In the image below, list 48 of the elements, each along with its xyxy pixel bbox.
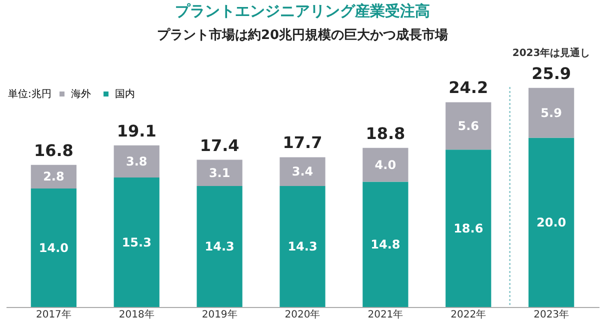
bar bbox=[30, 164, 76, 189]
x-tick-label: 2017年 bbox=[36, 308, 72, 320]
total-label: 17.4 bbox=[200, 136, 240, 155]
data-label: 4.0 bbox=[374, 158, 396, 172]
total-label: 19.1 bbox=[116, 121, 156, 140]
chart-title: プラントエンジニアリング産業受注高 bbox=[175, 2, 430, 20]
data-label: 14.3 bbox=[288, 240, 318, 254]
bar bbox=[446, 102, 492, 150]
x-tick-label: 2022年 bbox=[450, 308, 486, 320]
chart-subtitle: プラント市場は約20兆円規模の巨大かつ成長市場 bbox=[156, 27, 448, 43]
bar bbox=[362, 148, 408, 182]
data-label: 14.8 bbox=[370, 237, 400, 252]
bar bbox=[446, 150, 492, 307]
bar bbox=[196, 160, 242, 186]
bar bbox=[280, 157, 326, 186]
total-label: 25.9 bbox=[532, 64, 572, 83]
x-tick-label: 2020年 bbox=[284, 308, 320, 320]
data-label: 14.3 bbox=[204, 240, 234, 254]
legend-label: 海外 bbox=[71, 88, 91, 100]
bar bbox=[114, 178, 160, 307]
data-label: 5.9 bbox=[540, 106, 562, 120]
total-label: 18.8 bbox=[366, 124, 406, 143]
total-label: 16.8 bbox=[34, 140, 74, 160]
data-label: 20.0 bbox=[536, 215, 566, 230]
data-label: 3.1 bbox=[208, 166, 230, 180]
bar bbox=[528, 138, 574, 307]
legend-title: 単位:兆円 bbox=[8, 88, 52, 100]
x-tick-label: 2021年 bbox=[368, 308, 404, 320]
data-label: 14.0 bbox=[38, 240, 68, 255]
bar bbox=[280, 186, 326, 307]
bar bbox=[528, 88, 574, 138]
total-label: 24.2 bbox=[448, 78, 488, 98]
data-label: 18.6 bbox=[454, 221, 484, 236]
x-tick-label: 2023年 bbox=[534, 308, 570, 320]
data-label: 2.8 bbox=[43, 170, 64, 184]
bar bbox=[114, 145, 160, 178]
data-label: 3.8 bbox=[126, 154, 148, 168]
total-label: 17.7 bbox=[282, 133, 322, 152]
bar bbox=[196, 186, 242, 307]
data-label: 15.3 bbox=[122, 235, 152, 250]
x-tick-label: 2018年 bbox=[118, 308, 154, 320]
bar bbox=[362, 182, 408, 307]
ref-line-label: 2023年は見通し bbox=[512, 47, 590, 59]
data-label: 3.4 bbox=[292, 164, 314, 179]
legend-label: 国内 bbox=[115, 88, 135, 100]
bar bbox=[30, 188, 76, 307]
data-label: 5.6 bbox=[458, 118, 480, 133]
x-tick-label: 2019年 bbox=[202, 308, 238, 320]
